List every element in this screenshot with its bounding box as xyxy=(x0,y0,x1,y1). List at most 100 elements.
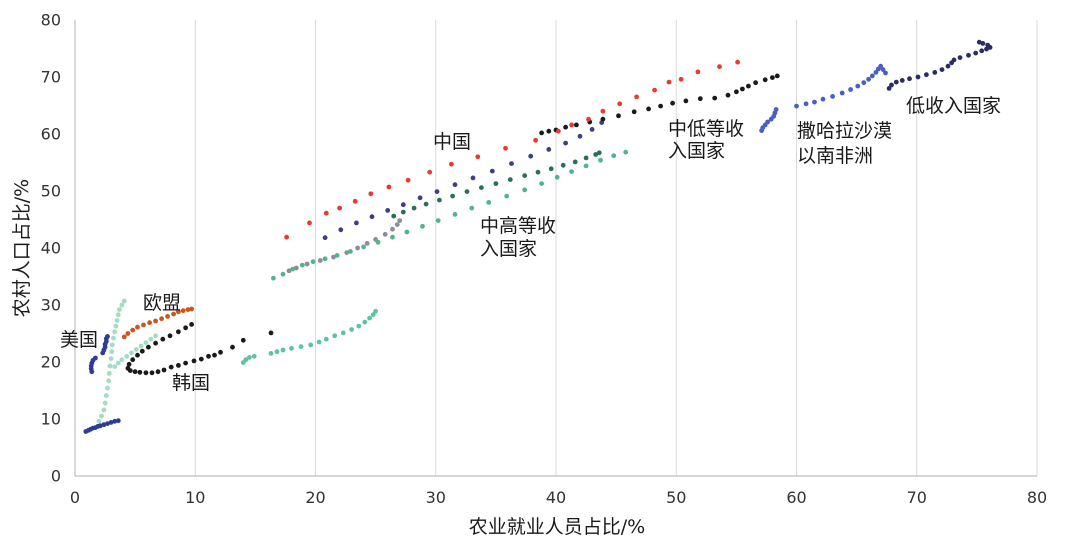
data-point xyxy=(634,94,639,100)
data-point xyxy=(284,234,289,240)
data-point xyxy=(106,371,112,376)
label-sub-saharan-africa-line2: 以南非洲 xyxy=(797,145,873,167)
data-point xyxy=(873,70,879,75)
data-point xyxy=(299,262,305,268)
data-point xyxy=(130,327,136,333)
data-point xyxy=(148,336,154,342)
data-point xyxy=(880,67,886,72)
data-point xyxy=(548,166,554,172)
data-point xyxy=(108,420,114,425)
data-point xyxy=(338,227,344,233)
x-tick-label: 10 xyxy=(185,488,205,507)
data-point xyxy=(323,336,329,342)
data-point xyxy=(361,244,366,250)
data-point xyxy=(390,234,395,240)
label-lower-middle-income-line2: 入国家 xyxy=(668,140,725,162)
tick-labels: 0 10 20 30 40 50 60 70 80 0 10 20 30 40 50 60 70 80 xyxy=(41,11,1048,508)
data-point xyxy=(539,181,544,187)
data-point xyxy=(108,356,114,361)
data-point xyxy=(293,265,299,271)
data-point xyxy=(725,92,731,98)
series-0 xyxy=(96,298,159,424)
data-point xyxy=(139,348,145,354)
data-point xyxy=(370,312,376,318)
data-point xyxy=(317,258,323,263)
data-point xyxy=(405,177,411,183)
data-point xyxy=(251,353,257,359)
data-point xyxy=(812,99,817,105)
data-point xyxy=(115,418,121,424)
data-point xyxy=(546,147,552,152)
data-point xyxy=(113,323,119,329)
data-point xyxy=(373,308,378,314)
data-point xyxy=(112,364,118,369)
data-point xyxy=(103,393,109,398)
data-point xyxy=(189,306,195,312)
data-point xyxy=(475,154,481,160)
data-point xyxy=(109,342,115,348)
data-point xyxy=(331,254,336,260)
data-point xyxy=(535,169,541,175)
data-point xyxy=(712,95,718,101)
data-point xyxy=(924,72,929,78)
label-low-income: 低收入国家 xyxy=(906,95,1001,117)
data-point xyxy=(753,80,758,86)
label-upper-middle-income-line2: 入国家 xyxy=(480,238,537,260)
data-point xyxy=(577,133,583,139)
data-point xyxy=(132,369,138,375)
data-point xyxy=(247,355,252,360)
data-point xyxy=(563,140,568,146)
series-labels: 中国 中低等收 入国家 撒哈拉沙漠 以南非洲 低收入国家 中高等收 入国家 欧盟… xyxy=(60,95,1001,394)
data-point xyxy=(96,418,102,424)
x-tick-label: 30 xyxy=(426,488,446,507)
data-point xyxy=(111,335,116,341)
data-point xyxy=(240,337,246,343)
data-point xyxy=(115,312,121,318)
data-point xyxy=(355,245,360,251)
data-point xyxy=(185,307,191,312)
y-tick-label: 0 xyxy=(51,467,61,486)
data-point xyxy=(600,116,606,122)
x-tick-label: 70 xyxy=(907,488,927,507)
data-point xyxy=(563,124,568,130)
data-point xyxy=(149,370,155,376)
data-point xyxy=(334,253,340,258)
data-point xyxy=(167,333,173,339)
data-point xyxy=(212,352,217,358)
data-point xyxy=(646,106,651,112)
data-point xyxy=(322,235,328,241)
data-point xyxy=(198,356,204,362)
data-point xyxy=(138,343,144,349)
data-point xyxy=(160,336,166,342)
data-point xyxy=(670,100,675,106)
y-tick-label: 60 xyxy=(41,125,61,144)
data-point xyxy=(101,422,107,428)
data-point xyxy=(533,137,538,143)
data-point xyxy=(957,55,963,60)
data-point xyxy=(509,161,514,167)
series-1 xyxy=(240,308,378,365)
data-point xyxy=(979,48,985,54)
data-point xyxy=(206,353,211,359)
data-point xyxy=(129,350,134,356)
data-point xyxy=(304,261,310,267)
data-point xyxy=(165,314,171,319)
data-point xyxy=(883,70,888,76)
data-point xyxy=(340,330,346,336)
x-tick-label: 0 xyxy=(70,488,80,507)
data-point xyxy=(218,349,223,355)
data-point xyxy=(623,149,629,155)
data-point xyxy=(382,231,388,237)
x-tick-label: 60 xyxy=(786,488,806,507)
label-lower-middle-income-line1: 中低等收 xyxy=(668,118,744,140)
data-point xyxy=(385,208,391,213)
x-tick-label: 20 xyxy=(305,488,325,507)
data-point xyxy=(539,130,544,136)
data-point xyxy=(652,87,657,93)
data-point xyxy=(985,42,991,48)
y-tick-label: 20 xyxy=(41,353,61,372)
series-2 xyxy=(286,218,403,274)
data-point xyxy=(141,322,146,328)
data-point xyxy=(839,90,845,96)
data-point xyxy=(980,41,986,46)
